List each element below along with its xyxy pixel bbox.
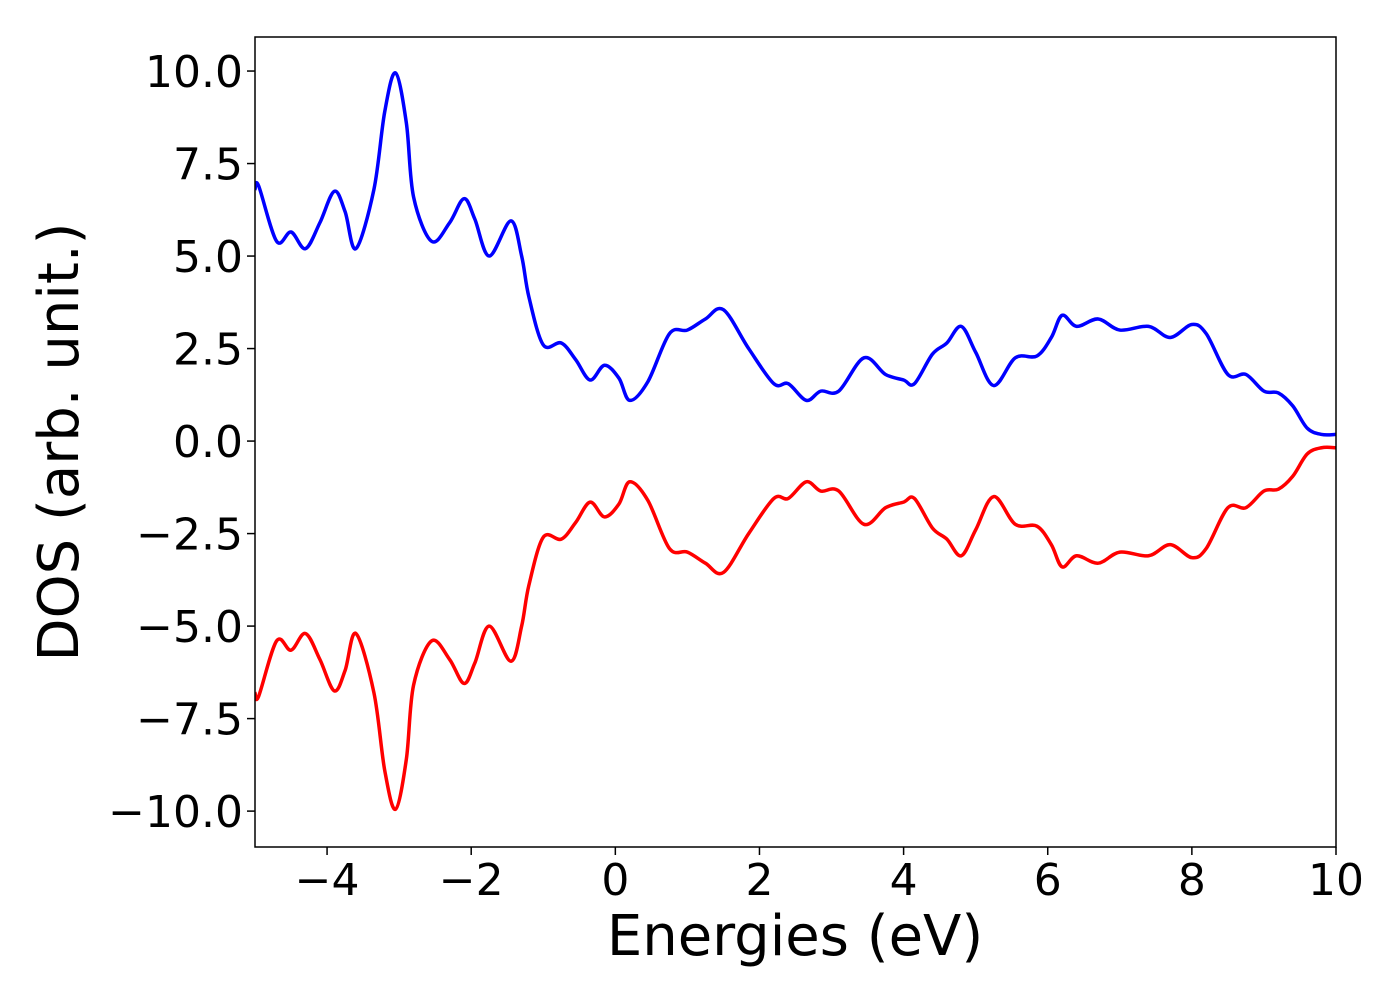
y-tick-label: −10.0 bbox=[108, 787, 243, 838]
dos-line bbox=[255, 445, 1336, 812]
y-tick-label: 10.0 bbox=[145, 47, 243, 98]
y-tick-label: 2.5 bbox=[173, 325, 243, 376]
x-axis-label: Energies (eV) bbox=[607, 904, 983, 969]
x-tick-label: 8 bbox=[1178, 855, 1206, 906]
y-tick-label: 7.5 bbox=[173, 140, 243, 191]
y-tick-label: 5.0 bbox=[173, 232, 243, 283]
x-tick-label: −2 bbox=[439, 855, 504, 906]
x-tick-label: 4 bbox=[890, 855, 918, 906]
dos-line bbox=[255, 71, 1336, 437]
y-tick-label: 0.0 bbox=[173, 417, 243, 468]
x-tick-label: −4 bbox=[295, 855, 360, 906]
y-tick-label: −7.5 bbox=[136, 695, 243, 746]
plot-frame bbox=[254, 36, 1337, 848]
y-axis-label: DOS (arb. unit.) bbox=[27, 222, 92, 661]
x-tick-label: 0 bbox=[601, 855, 629, 906]
y-tick-label: −2.5 bbox=[136, 510, 243, 561]
x-tick-label: 2 bbox=[745, 855, 773, 906]
x-tick-label: 6 bbox=[1034, 855, 1062, 906]
y-tick-label: −5.0 bbox=[136, 602, 243, 653]
x-tick-label: 10 bbox=[1308, 855, 1364, 906]
